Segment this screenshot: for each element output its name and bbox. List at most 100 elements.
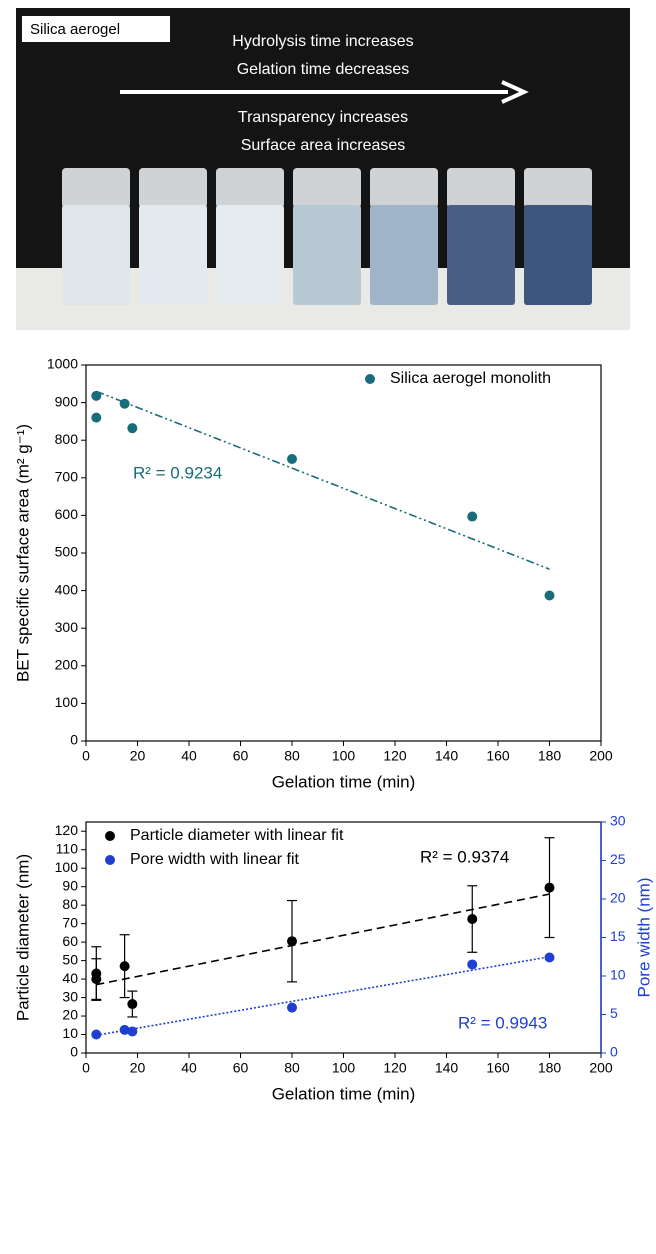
y-tick-label: 80 [62, 896, 78, 912]
vial-body [370, 205, 438, 305]
vial-body [293, 205, 361, 305]
point [287, 936, 297, 947]
y-tick-label: 90 [62, 877, 78, 893]
x-axis-label: Gelation time (min) [272, 772, 416, 791]
vial-cap [293, 168, 361, 208]
label-box [22, 16, 170, 42]
vial-body [447, 205, 515, 305]
r2-annotation: R² = 0.9374 [420, 847, 509, 866]
y-tick-label: 120 [55, 822, 79, 838]
x-tick-label: 80 [284, 1060, 300, 1076]
x-tick-label: 140 [435, 748, 459, 764]
vial-body [216, 205, 284, 305]
legend-marker [365, 374, 375, 384]
arrow-head [501, 80, 529, 104]
r2-annotation: R² = 0.9234 [133, 463, 222, 482]
y-tick-label: 20 [62, 1007, 78, 1023]
point [119, 961, 130, 972]
y-tick-label: 300 [55, 619, 79, 635]
x-axis-label: Gelation time (min) [272, 1084, 416, 1103]
y2-tick-label: 5 [610, 1005, 618, 1021]
y-tick-label: 700 [55, 469, 79, 485]
x-tick-label: 180 [538, 1060, 562, 1076]
y-tick-label: 70 [62, 914, 78, 930]
x-tick-label: 60 [233, 1060, 249, 1076]
photo-label: Silica aerogel [30, 21, 120, 38]
x-tick-label: 200 [589, 748, 613, 764]
point [467, 914, 478, 925]
x-tick-label: 180 [538, 748, 562, 764]
point [544, 952, 555, 963]
vial-cap [524, 168, 592, 208]
point [91, 390, 102, 401]
fit-line [96, 893, 550, 986]
y-tick-label: 200 [55, 657, 79, 673]
y-tick-label: 600 [55, 506, 79, 522]
y-tick-label: 0 [70, 1044, 78, 1060]
point [119, 1024, 130, 1035]
vial-cap [370, 168, 438, 208]
point [91, 968, 102, 979]
vials [62, 168, 592, 305]
y2-axis-label: Pore width (nm) [634, 878, 653, 998]
x-tick-label: 100 [332, 748, 356, 764]
legend-label: Pore width with linear fit [130, 851, 300, 868]
y-tick-label: 500 [55, 544, 79, 560]
x-tick-label: 140 [435, 1060, 459, 1076]
legend-marker [105, 831, 115, 841]
y-tick-label: 10 [62, 1025, 78, 1041]
photo-text: Gelation time decreases [237, 61, 410, 78]
y-tick-label: 100 [55, 859, 79, 875]
x-tick-label: 160 [486, 1060, 510, 1076]
fit-line [96, 955, 550, 1037]
y-axis-label: BET specific surface area (m² g⁻¹) [13, 424, 32, 682]
point [91, 412, 102, 423]
point [127, 999, 138, 1010]
vial-body [524, 205, 592, 305]
point [127, 423, 138, 434]
y-tick-label: 900 [55, 393, 79, 409]
x-tick-label: 200 [589, 1060, 613, 1076]
r2-annotation: R² = 0.9943 [458, 1013, 547, 1032]
legend-label: Particle diameter with linear fit [130, 827, 344, 844]
y2-tick-label: 25 [610, 851, 626, 867]
x-tick-label: 0 [82, 1060, 90, 1076]
point [544, 590, 555, 601]
x-tick-label: 120 [383, 748, 407, 764]
photo-text: Transparency increases [238, 109, 408, 126]
y2-tick-label: 30 [610, 813, 626, 829]
y-tick-label: 0 [70, 732, 78, 748]
x-tick-label: 0 [82, 748, 90, 764]
vial-body [139, 205, 207, 305]
photo: Silica aerogel Hydrolysis time increases… [16, 8, 630, 330]
point [127, 1026, 138, 1037]
y2-tick-label: 0 [610, 1044, 618, 1060]
y-tick-label: 110 [56, 840, 79, 856]
x-tick-label: 40 [181, 1060, 197, 1076]
y-tick-label: 800 [55, 431, 79, 447]
x-tick-label: 160 [486, 748, 510, 764]
vial-cap [216, 168, 284, 208]
vial-cap [447, 168, 515, 208]
point [91, 1029, 102, 1040]
x-tick-label: 60 [233, 748, 249, 764]
point [544, 882, 555, 893]
y-tick-label: 60 [62, 933, 78, 949]
y2-tick-label: 20 [610, 890, 626, 906]
legend-marker [105, 855, 115, 865]
point [467, 511, 478, 522]
photo-text: Hydrolysis time increases [232, 33, 413, 50]
y-tick-label: 400 [55, 581, 79, 597]
y-tick-label: 30 [62, 988, 78, 1004]
point [287, 1002, 297, 1013]
point [287, 454, 297, 464]
y-tick-label: 50 [62, 951, 78, 967]
point [467, 959, 478, 970]
x-tick-label: 40 [181, 748, 197, 764]
x-tick-label: 80 [284, 748, 300, 764]
y-axis-label: Particle diameter (nm) [13, 854, 32, 1021]
fit-line [96, 390, 550, 570]
vial-cap [62, 168, 130, 208]
x-tick-label: 20 [130, 1060, 146, 1076]
